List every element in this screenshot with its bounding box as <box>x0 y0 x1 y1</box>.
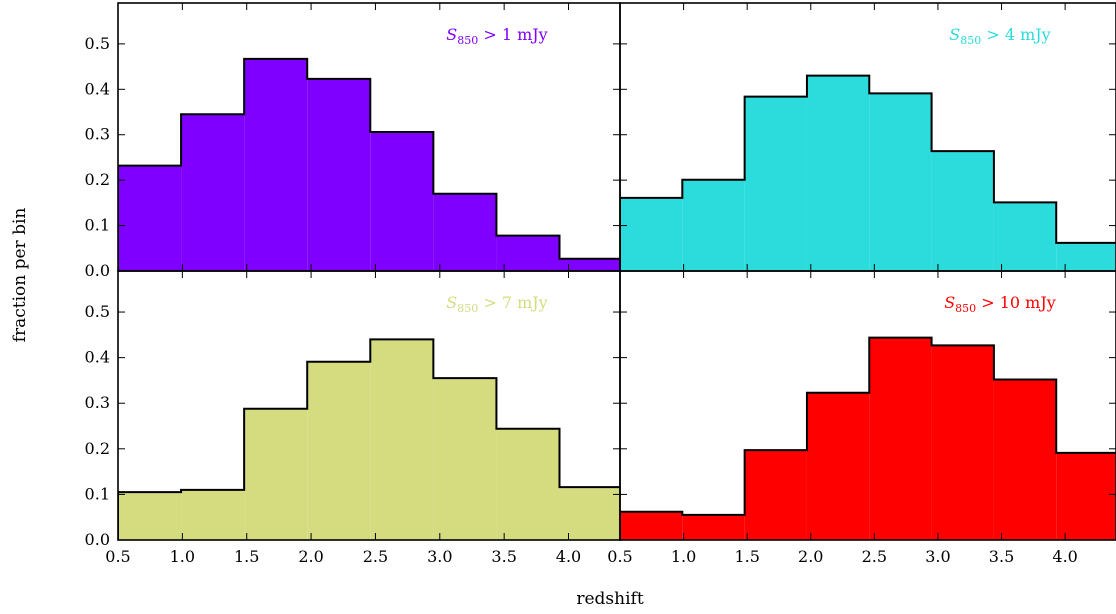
histogram-bar <box>496 235 560 271</box>
histogram-bar <box>620 197 683 271</box>
panel-label-subscript: 850 <box>955 302 976 315</box>
histogram-bar <box>682 514 745 540</box>
histogram-outline <box>118 338 620 540</box>
histogram-bars <box>620 74 1116 271</box>
y-tick-label: 0.0 <box>85 530 110 549</box>
histogram-bar <box>1056 242 1116 271</box>
panel-label-threshold: > 1 mJy <box>478 25 547 44</box>
histogram-bar <box>118 492 182 540</box>
histogram-bar <box>744 450 807 540</box>
y-tick-label: 0.2 <box>85 439 110 458</box>
panel-label: S850 > 1 mJy <box>446 25 547 47</box>
histogram-bars <box>118 338 620 540</box>
x-tick-label: 2.5 <box>363 547 388 566</box>
panel-label-threshold: > 10 mJy <box>976 293 1056 312</box>
histogram-bar <box>244 58 308 271</box>
x-tick-label: 1.5 <box>234 547 259 566</box>
x-tick-label: 2.0 <box>298 547 323 566</box>
panel-label: S850 > 10 mJy <box>944 293 1056 315</box>
y-tick-label: 0.3 <box>85 393 110 412</box>
histogram-bar <box>433 193 497 271</box>
histogram-bar <box>869 337 932 540</box>
histogram-bar <box>931 151 994 271</box>
x-axis-title: redshift <box>576 589 643 609</box>
histogram-bar <box>559 258 620 271</box>
panel-2: S850 > 4 mJy <box>619 2 1116 272</box>
x-tick-label: 3.5 <box>989 547 1014 566</box>
tick-labels-layer: 0.00.10.20.30.40.50.00.10.20.30.40.50.5 1… <box>85 34 1078 566</box>
panel-label-symbol: S <box>944 293 955 312</box>
histogram-bar <box>993 202 1057 271</box>
histogram-bar <box>806 392 870 540</box>
histogram-bar <box>806 75 870 271</box>
panel-label-threshold: > 4 mJy <box>981 25 1050 44</box>
x-tick-label: 1.5 <box>734 547 759 566</box>
panel-label-subscript: 850 <box>457 302 478 315</box>
x-tick-label: 0.5 <box>607 547 632 566</box>
y-tick-label: 0.4 <box>85 348 110 367</box>
histogram-bar <box>244 408 308 540</box>
x-tick-label: 4.0 <box>556 547 581 566</box>
y-tick-label: 0.0 <box>85 261 110 280</box>
x-tick-label: 3.5 <box>491 547 516 566</box>
histogram-bars <box>620 336 1116 540</box>
panel-3: S850 > 7 mJy <box>117 270 621 541</box>
y-tick-label: 0.5 <box>85 34 110 53</box>
histogram-bar <box>433 378 497 540</box>
panel-label: S850 > 4 mJy <box>949 25 1050 47</box>
histogram-bar <box>869 93 932 271</box>
histogram-bar <box>1056 452 1116 540</box>
panel-label-symbol: S <box>949 25 960 44</box>
histogram-bar <box>370 339 434 540</box>
histogram-bar <box>993 379 1057 540</box>
x-tick-label: 2.5 <box>862 547 887 566</box>
histogram-bar <box>370 132 434 271</box>
y-tick-label: 0.5 <box>85 302 110 321</box>
panel-label: S850 > 7 mJy <box>446 293 547 315</box>
histogram-bars <box>118 57 620 271</box>
x-tick-label: 1.0 <box>671 547 696 566</box>
x-tick-label: 1.0 <box>170 547 195 566</box>
histogram-bar <box>307 78 371 271</box>
histogram-outline <box>620 74 1116 271</box>
histogram-outline <box>118 57 620 271</box>
x-tick-label: 4.0 <box>1052 547 1077 566</box>
y-tick-label: 0.1 <box>85 216 110 235</box>
x-tick-label: 0.5 <box>105 547 130 566</box>
y-tick-label: 0.3 <box>85 125 110 144</box>
histogram-bar <box>682 179 745 271</box>
panel-label-symbol: S <box>446 25 457 44</box>
panel-label-threshold: > 7 mJy <box>478 293 547 312</box>
histogram-bar <box>931 345 994 540</box>
histogram-bar <box>559 487 620 540</box>
histogram-bar <box>307 361 371 540</box>
histogram-bar <box>496 428 560 540</box>
histogram-bar <box>744 96 807 271</box>
panel-1: S850 > 1 mJy <box>117 2 621 272</box>
histogram-bar <box>181 114 245 271</box>
y-axis-title: fraction per bin <box>10 208 30 343</box>
y-tick-label: 0.1 <box>85 484 110 503</box>
histogram-bar <box>118 165 182 271</box>
histogram-bar <box>620 511 683 540</box>
panel-frame <box>619 270 1116 541</box>
panel-label-symbol: S <box>446 293 457 312</box>
histogram-bar <box>181 489 245 540</box>
histogram-outline <box>620 336 1116 540</box>
x-tick-label: 2.0 <box>798 547 823 566</box>
panel-label-subscript: 850 <box>960 34 981 47</box>
x-tick-label: 3.0 <box>427 547 452 566</box>
panel-label-subscript: 850 <box>457 34 478 47</box>
y-tick-label: 0.4 <box>85 79 110 98</box>
y-tick-label: 0.2 <box>85 170 110 189</box>
panel-4: S850 > 10 mJy <box>619 270 1116 541</box>
x-tick-label: 3.0 <box>925 547 950 566</box>
